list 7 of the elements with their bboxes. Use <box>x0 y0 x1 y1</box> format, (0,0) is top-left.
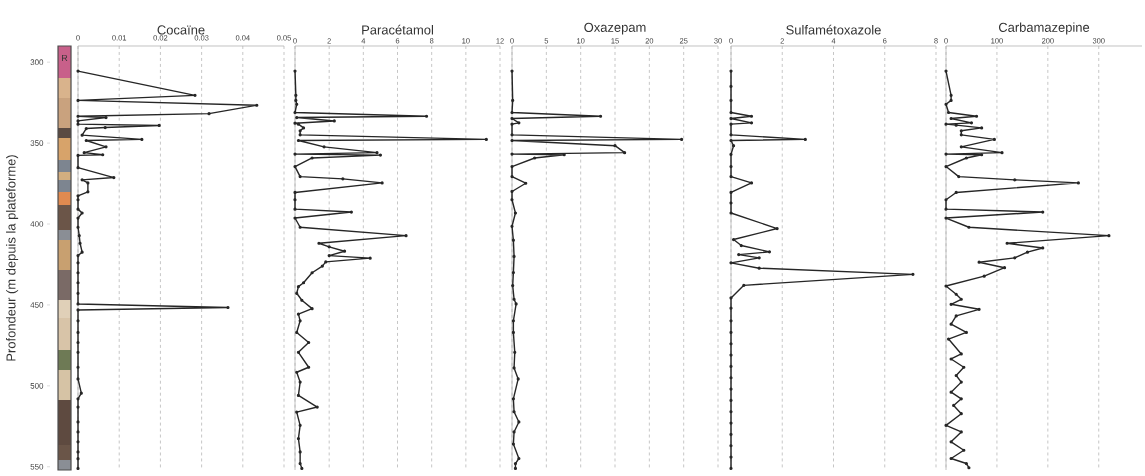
chart-title: Carbamazepine <box>998 22 1090 35</box>
chart-title: Sulfamétoxazole <box>786 24 881 35</box>
chart-title: Oxazepam <box>584 22 646 35</box>
chart-title: Paracétamol <box>362 24 433 35</box>
chart-title: Cocaïne <box>157 25 205 35</box>
text: R <box>62 54 68 62</box>
y-axis-title: Profondeur (m depuis la plateforme) <box>6 155 19 361</box>
